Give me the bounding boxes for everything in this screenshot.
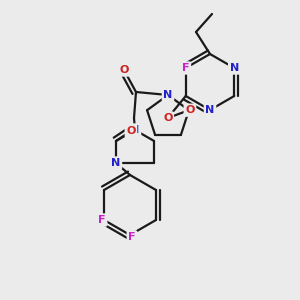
Text: F: F — [128, 232, 136, 242]
Text: F: F — [98, 215, 106, 225]
Text: N: N — [164, 90, 172, 100]
Text: O: O — [185, 105, 195, 115]
Text: F: F — [182, 63, 190, 73]
Text: O: O — [126, 126, 136, 136]
Text: N: N — [130, 125, 140, 135]
Text: N: N — [230, 63, 239, 73]
Text: O: O — [163, 113, 172, 123]
Text: O: O — [119, 65, 129, 75]
Text: N: N — [111, 158, 121, 168]
Text: N: N — [206, 105, 214, 115]
